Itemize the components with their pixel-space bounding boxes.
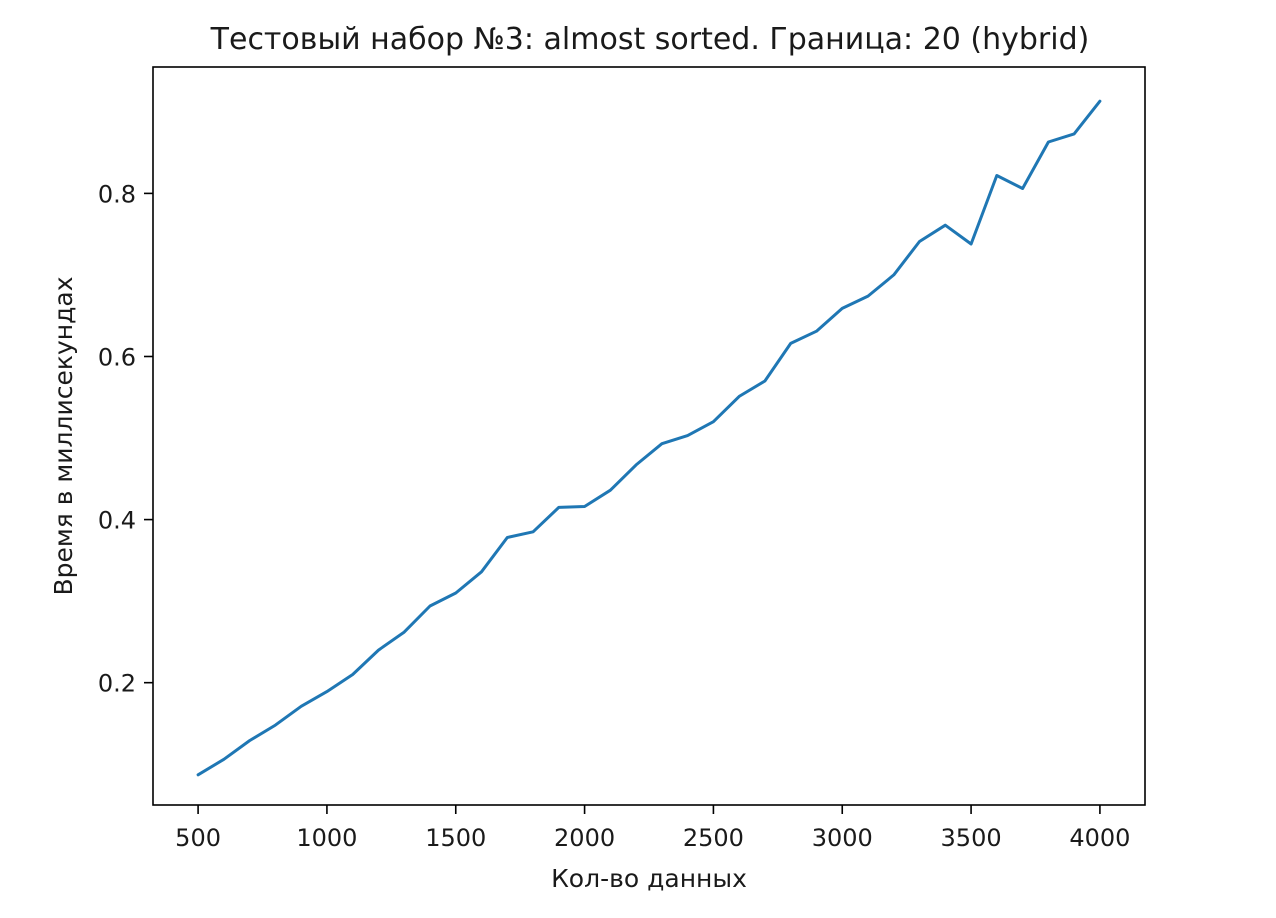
series-line xyxy=(196,99,1102,777)
y-tick-label: 0.8 xyxy=(98,180,136,208)
x-tick-label: 1500 xyxy=(425,824,486,852)
x-tick-label: 2000 xyxy=(554,824,615,852)
chart-title: Тестовый набор №3: almost sorted. Границ… xyxy=(210,22,1090,57)
plot-area-frame xyxy=(152,66,1146,806)
x-tick-label: 3000 xyxy=(812,824,873,852)
y-tick-label: 0.6 xyxy=(98,343,136,371)
x-tick-label: 2500 xyxy=(683,824,744,852)
x-axis-label: Кол-во данных xyxy=(551,864,747,893)
x-tick-label: 3500 xyxy=(941,824,1002,852)
y-axis-ticks: 0.2 0.4 0.6 0.8 xyxy=(98,180,153,698)
x-axis-ticks: 500 1000 1500 2000 2500 3000 3500 4000 xyxy=(175,805,1130,852)
y-tick-label: 0.4 xyxy=(98,507,136,535)
y-axis-label: Время в миллисекундах xyxy=(49,276,78,595)
y-tick-label: 0.2 xyxy=(98,670,136,698)
x-tick-label: 1000 xyxy=(296,824,357,852)
x-tick-label: 4000 xyxy=(1069,824,1130,852)
x-tick-label: 500 xyxy=(175,824,221,852)
